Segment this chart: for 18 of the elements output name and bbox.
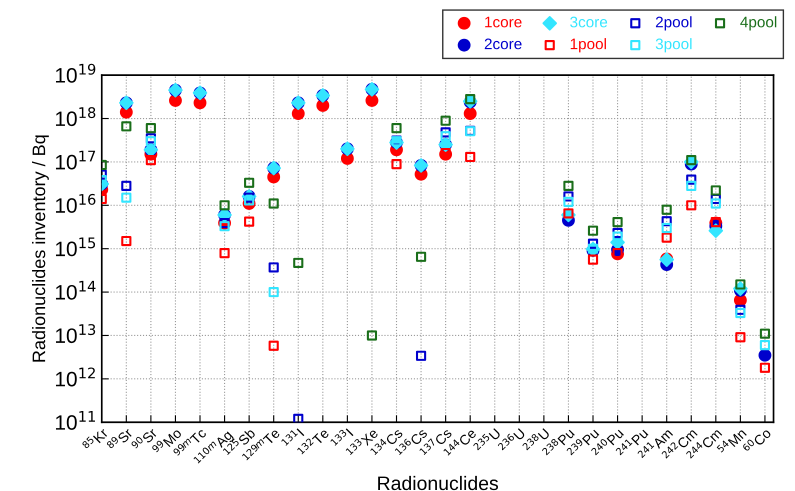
legend-label: 2core bbox=[484, 38, 522, 50]
y-tick-label: 10$^{16}$ bbox=[56, 194, 96, 213]
y-tick-label: 10$^{15}$ bbox=[56, 237, 96, 256]
legend-label: 2pool bbox=[656, 16, 692, 30]
y-tick-label: 10$^{12}$ bbox=[56, 367, 95, 386]
y-tick-label: 10$^{17}$ bbox=[56, 150, 96, 170]
legend-label: 1core bbox=[485, 16, 522, 28]
legend-label: 3core bbox=[570, 16, 608, 28]
y-tick-label: 10$^{14}$ bbox=[56, 280, 96, 300]
x-axis-title: Radionuclides bbox=[378, 476, 498, 490]
y-tick-label: 10$^{18}$ bbox=[56, 107, 96, 126]
y-tick-label: 10$^{19}$ bbox=[56, 64, 96, 83]
y-tick-label: 10$^{11}$ bbox=[56, 411, 95, 430]
legend-label: 3pool bbox=[656, 38, 692, 52]
y-tick-label: 10$^{13}$ bbox=[56, 324, 96, 344]
y-axis-title: Radionuclides inventory / Bq bbox=[32, 135, 49, 362]
legend-label: 4pool bbox=[740, 16, 776, 30]
legend-label: 1pool bbox=[570, 38, 606, 52]
